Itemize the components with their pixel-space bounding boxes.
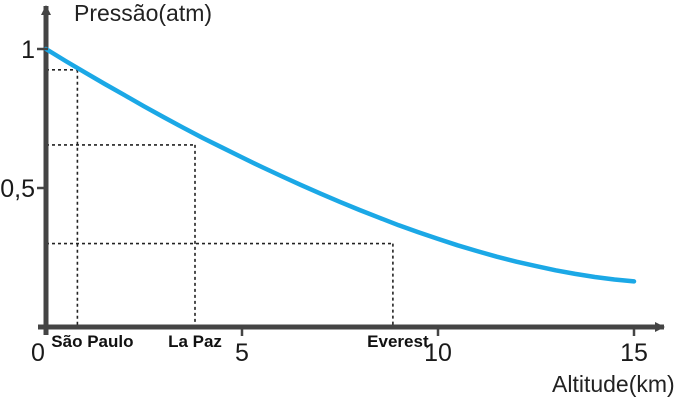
x-tick-label: 15: [620, 339, 648, 367]
y-tick-label: 0,5: [0, 175, 35, 203]
x-axis-title: Altitude(km): [552, 371, 675, 397]
location-label: Everest: [367, 332, 429, 351]
location-label: São Paulo: [51, 332, 133, 351]
location-label: La Paz: [168, 332, 222, 351]
y-axis-title: Pressão(atm): [74, 0, 212, 26]
x-tick-label: 5: [235, 339, 249, 367]
axes-group: [38, 5, 665, 335]
x-tick-label: 10: [424, 339, 452, 367]
y-tick-label: 1: [21, 36, 35, 64]
guide-lines-group: [46, 69, 394, 327]
curve-group: [43, 46, 637, 284]
x-tick-label: 0: [31, 339, 45, 367]
ticks-group: 0 5 10 15 0,5 1: [0, 36, 648, 367]
labels-group: Pressão(atm) Altitude(km) São Paulo La Pa…: [51, 0, 674, 397]
pressure-curve: [43, 46, 637, 284]
